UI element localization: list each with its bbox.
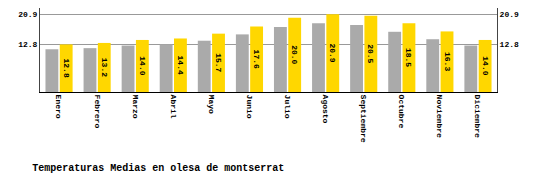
svg-text:Enero: Enero xyxy=(54,95,63,119)
svg-text:12.8: 12.8 xyxy=(62,59,71,78)
svg-text:Febrero: Febrero xyxy=(93,95,102,129)
svg-text:20.9: 20.9 xyxy=(328,43,337,62)
svg-text:Temperaturas Medias en olesa d: Temperaturas Medias en olesa de montserr… xyxy=(32,163,284,174)
svg-text:16.3: 16.3 xyxy=(443,52,452,71)
svg-text:20.5: 20.5 xyxy=(366,44,375,63)
svg-text:Mayo: Mayo xyxy=(207,95,216,114)
svg-text:14.4: 14.4 xyxy=(176,56,185,75)
svg-text:20.0: 20.0 xyxy=(290,45,299,64)
svg-text:Junio: Junio xyxy=(245,95,254,119)
svg-text:Octubre: Octubre xyxy=(397,95,406,129)
svg-text:13.2: 13.2 xyxy=(100,58,109,77)
svg-text:20.9: 20.9 xyxy=(18,10,37,19)
svg-text:17.6: 17.6 xyxy=(252,50,261,69)
svg-text:14.0: 14.0 xyxy=(481,56,490,75)
svg-text:14.0: 14.0 xyxy=(138,56,147,75)
svg-text:Marzo: Marzo xyxy=(131,95,140,119)
svg-text:20.9: 20.9 xyxy=(500,10,519,19)
svg-text:Diciembre: Diciembre xyxy=(473,95,482,138)
svg-text:Noviembre: Noviembre xyxy=(435,95,444,138)
svg-text:Julio: Julio xyxy=(283,95,292,119)
svg-text:15.7: 15.7 xyxy=(214,53,223,72)
svg-text:12.8: 12.8 xyxy=(500,40,519,49)
svg-text:Abril: Abril xyxy=(169,95,178,119)
svg-text:Septiembre: Septiembre xyxy=(359,95,368,143)
svg-text:18.5: 18.5 xyxy=(404,48,413,67)
svg-text:12.8: 12.8 xyxy=(18,40,37,49)
svg-text:Agosto: Agosto xyxy=(321,95,330,124)
